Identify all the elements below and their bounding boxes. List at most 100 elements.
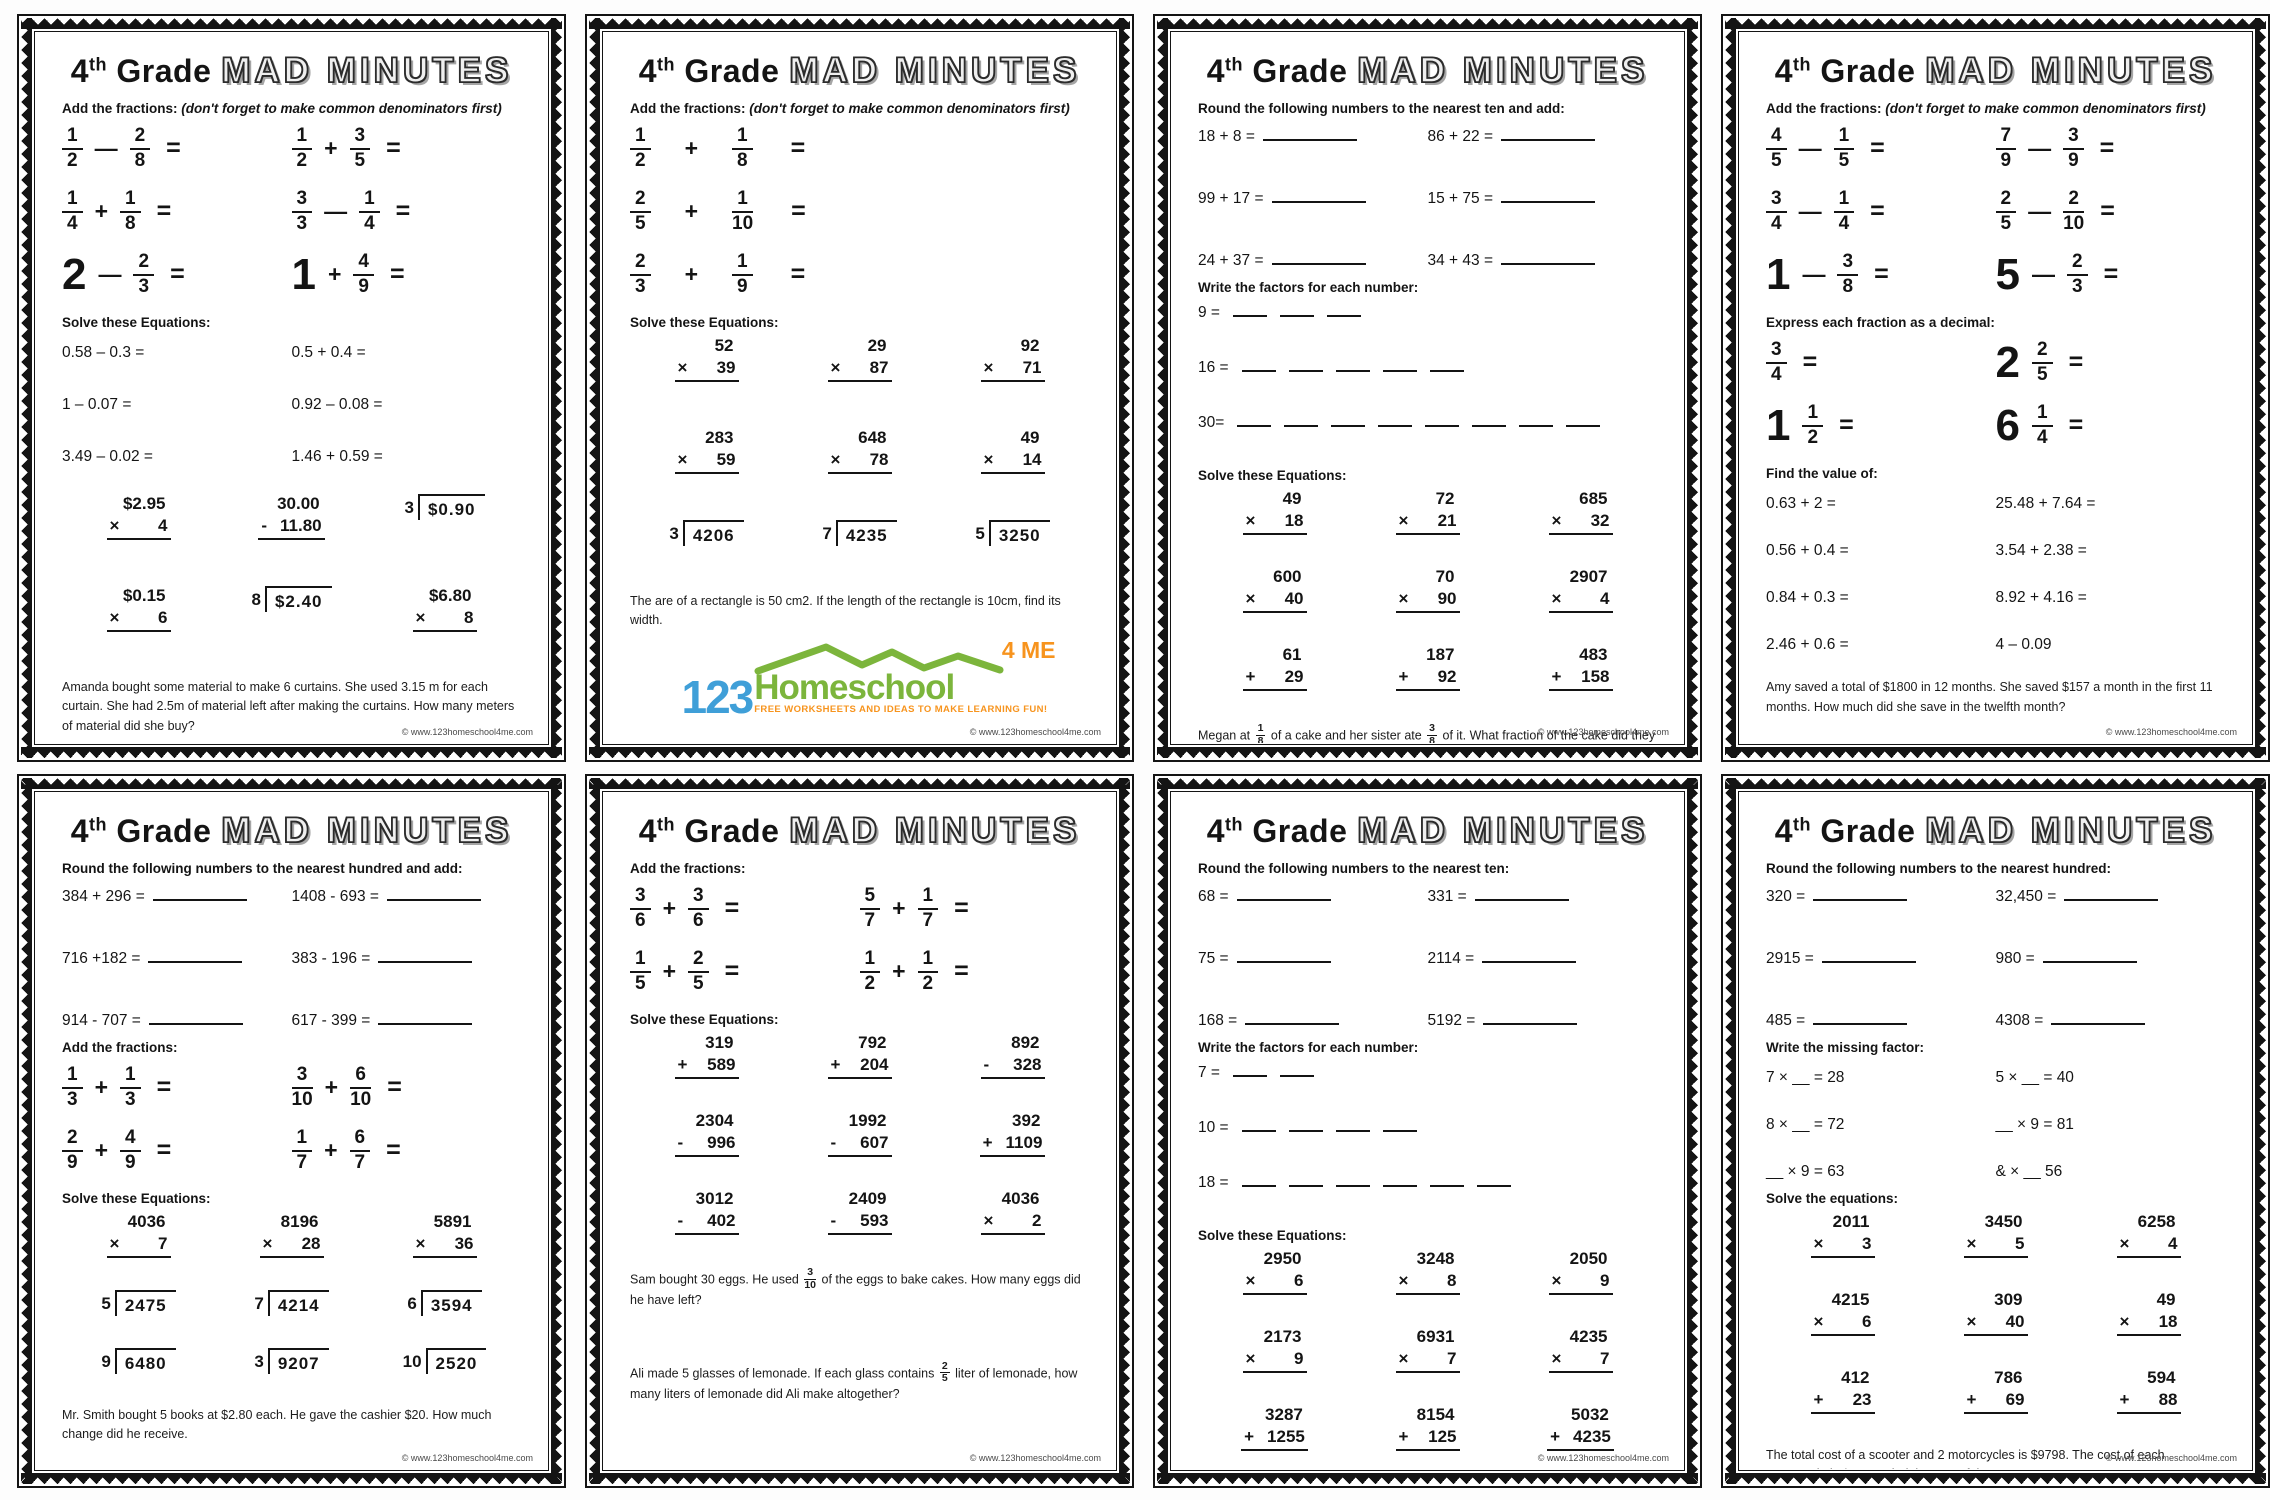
bottom-operand-row: +92 (1395, 667, 1460, 691)
bottom-operand: 6 (1862, 1312, 1872, 1331)
factor-blank (1284, 413, 1319, 427)
fraction-row: 1 2—2 8 = 1 2 +3 5 = (62, 125, 521, 171)
top-operand: 483 (1579, 645, 1608, 664)
equation-item: 1 – 0.07 = (62, 396, 132, 414)
fraction-problem: 5 7 +1 7 = (859, 885, 1090, 931)
section-label-text: Write the missing factor: (1766, 1040, 1925, 1055)
vertical-problem: 2907 × 4 (1504, 567, 1657, 613)
whole-number: 6 (1995, 400, 2020, 450)
bottom-operand: 5 (2015, 1234, 2025, 1253)
section-label-text: Express each fraction as a decimal: (1766, 315, 1995, 331)
page-content: 4th Grade MAD MINUTES Add the fractions: (… (604, 33, 1115, 743)
fraction-denominator: 5 (2036, 363, 2048, 385)
operator: × (109, 1234, 120, 1254)
answer-blank (1271, 188, 1366, 203)
equals-sign: = (156, 1073, 172, 1102)
factor-blank (1382, 1118, 1417, 1132)
fraction-row: 2 3 +1 9 = (630, 252, 1089, 297)
factor-blank (1335, 1173, 1370, 1187)
top-operand: 3450 (1984, 1212, 2023, 1231)
factor-blank (1279, 1063, 1314, 1077)
operator: × (1551, 1349, 1562, 1368)
fraction-problem: 1 7 +6 7 = (291, 1127, 522, 1173)
section-label-note: (don't forget to make common denominator… (177, 101, 502, 116)
long-division-problem: 3 9207 (254, 1348, 329, 1375)
page-content: 4th Grade MAD MINUTES Add the fractions: (… (1740, 33, 2251, 743)
answer-blank (1501, 250, 1596, 265)
bottom-operand: 28 (301, 1234, 321, 1254)
equals-sign: = (2100, 197, 2115, 226)
rounding-item: 168 = (1198, 1010, 1428, 1030)
top-operand: 2950 (1263, 1249, 1302, 1268)
vertical-problem: 2011 × 3 (1766, 1212, 1919, 1258)
operator: × (2119, 1312, 2130, 1331)
factor-blank (1288, 1118, 1323, 1132)
bottom-operand: 71 (1022, 358, 1042, 378)
worksheet-page-2: 4th Grade MAD MINUTES Add the fractions: (… (585, 14, 1134, 762)
grade-sup: th (1792, 814, 1811, 835)
equals-sign: = (1802, 348, 1818, 377)
stacked-numbers: 72 × 21 (1395, 489, 1460, 535)
fraction-numerator: 3 (804, 1266, 817, 1280)
fraction-problem: 6 1 4 = (1996, 403, 2226, 448)
copyright-note: © www.123homeschool4me.com (401, 1453, 533, 1463)
dividend: $2.40 (264, 586, 332, 613)
factor-blank (1279, 303, 1314, 317)
fraction-row: 1 4 +1 8 = 3 3—1 4 = (62, 188, 521, 234)
section-label: Round the following numbers to the neare… (1198, 101, 1657, 116)
dividend: 9207 (267, 1348, 329, 1375)
top-operand: 4235 (1569, 1327, 1608, 1346)
top-operand: 594 (2147, 1368, 2176, 1387)
operator: × (1551, 589, 1562, 608)
fraction-problems: 3 6 +3 6 = 5 7 +1 7 = 1 5 +2 5 = 1 2 +1 2 = (630, 885, 1090, 994)
factor-item: 7 = (1198, 1063, 1657, 1082)
fraction-problem: 3 4 = (1766, 340, 1996, 385)
top-operand: 309 (1994, 1290, 2023, 1309)
fraction-numerator: 3 (349, 125, 371, 150)
vertical-problem: 3012- 402 (630, 1189, 783, 1236)
page-content: 4th Grade MAD MINUTES Round the following … (1172, 793, 1683, 1469)
vertical-problem: 30.00-11.80 (215, 494, 368, 541)
fraction-denominator: 9 (125, 1151, 136, 1173)
top-operand: 4036 (1001, 1189, 1040, 1209)
fraction-problem: 7 9—3 9 = (1995, 125, 2226, 171)
equals-sign: = (724, 894, 740, 923)
bottom-operand: 328 (1013, 1055, 1042, 1075)
page-content: 4th Grade MAD MINUTES Add the fractions: 3 6… (604, 793, 1115, 1469)
bottom-operand-row: +125 (1395, 1427, 1460, 1451)
operator: - (830, 1133, 837, 1153)
operator: + (1398, 1427, 1409, 1446)
rounding-expression: 383 - 196 = (291, 950, 371, 967)
operator: - (261, 516, 268, 536)
bottom-operand: 2 (1032, 1211, 1042, 1231)
stacked-numbers: 6258 × 4 (2116, 1212, 2181, 1258)
fraction-numerator: 1 (62, 188, 83, 213)
section-label-text: Find the value of: (1766, 466, 1878, 482)
divisor: 3 (254, 1352, 264, 1372)
bottom-operand: 59 (716, 450, 736, 470)
bottom-operand: 1109 (1005, 1133, 1043, 1153)
operator: + (830, 1055, 841, 1075)
bottom-operand: 3 (1862, 1234, 1872, 1253)
vertical-problem: 594 +88 (2072, 1368, 2225, 1414)
fraction-numerator: 2 (939, 1359, 950, 1374)
bottom-operand-row: +29 (1242, 667, 1307, 691)
vertical-problem: 3450 × 5 (1919, 1212, 2072, 1258)
fraction-problem: 2 5—2 10 = (1995, 188, 2226, 234)
stacked-numbers: 52 × 39 (674, 336, 739, 383)
whole-number: 2 (1995, 337, 2020, 387)
vertical-problem: 4036 × 7 (62, 1212, 215, 1259)
factor-blank (1288, 1173, 1323, 1187)
long-division-problem: 10 2520 (403, 1348, 487, 1375)
equation-item: 25.48 + 7.64 = (1995, 495, 2096, 513)
vertical-problem: 6931 × 7 (1351, 1327, 1504, 1373)
section-label-text: Add the fractions: (62, 1040, 178, 1055)
grade-sup: th (1224, 814, 1243, 835)
word-problem: Amy saved a total of $1800 in 12 months.… (1766, 680, 2213, 714)
top-operand: 786 (1994, 1368, 2023, 1387)
bottom-operand-row: × 21 (1395, 511, 1460, 535)
